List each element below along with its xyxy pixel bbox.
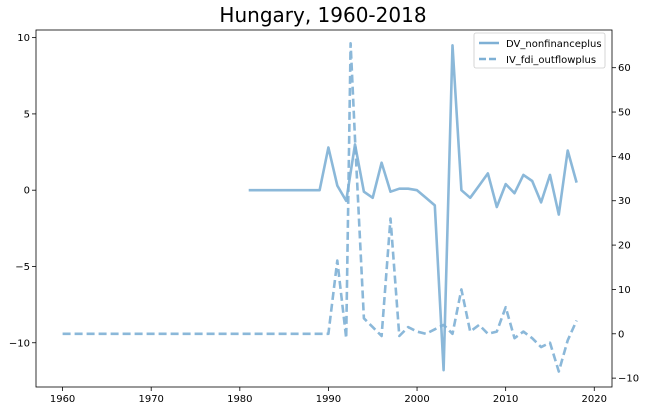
series-line-iv-fdi-outflowplus <box>62 41 578 373</box>
plot-area-frame <box>35 29 613 388</box>
x-tick-label: 1960 <box>50 394 75 405</box>
y-left-tick-label: −5 <box>15 262 30 273</box>
y-axis-right: 60 50 40 30 20 10 0 −10 <box>612 63 639 385</box>
y-right-tick-label: 10 <box>618 285 631 296</box>
series-lines <box>62 41 578 373</box>
chart-title: Hungary, 1960-2018 <box>219 3 426 27</box>
x-tick-label: 1990 <box>316 394 341 405</box>
y-right-tick-label: 0 <box>618 329 624 340</box>
series-line-dv-nonfinanceplus <box>248 43 578 372</box>
x-tick-label: 2000 <box>404 394 429 405</box>
y-right-tick-label: 20 <box>618 241 631 252</box>
y-axis-left: 10 5 0 −5 −10 <box>9 33 36 349</box>
legend-label-iv-fdi-outflowplus: IV_fdi_outflowplus <box>506 55 596 66</box>
y-left-tick-label: 0 <box>24 186 30 197</box>
legend-label-dv-nonfinanceplus: DV_nonfinanceplus <box>506 39 602 50</box>
y-right-tick-label: 50 <box>618 108 631 119</box>
x-tick-label: 1970 <box>138 394 163 405</box>
x-axis: 1960 1970 1980 1990 2000 2010 2020 <box>50 387 607 405</box>
y-right-tick-label: −10 <box>618 374 639 385</box>
x-tick-label: 1980 <box>227 394 252 405</box>
x-tick-label: 2020 <box>582 394 607 405</box>
legend-box <box>473 32 606 69</box>
y-right-tick-label: 30 <box>618 196 631 207</box>
x-tick-label: 2010 <box>493 394 518 405</box>
y-left-tick-label: −10 <box>9 338 30 349</box>
legend: DV_nonfinanceplus IV_fdi_outflowplus <box>473 32 606 69</box>
y-left-tick-label: 10 <box>17 33 30 44</box>
y-right-tick-label: 40 <box>618 152 631 163</box>
y-right-tick-label: 60 <box>618 63 631 74</box>
y-left-tick-label: 5 <box>24 109 30 120</box>
